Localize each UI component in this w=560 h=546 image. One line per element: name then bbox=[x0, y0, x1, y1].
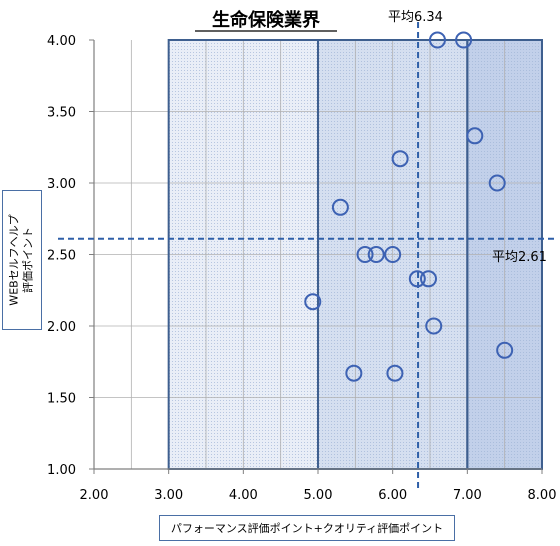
data-point bbox=[408, 270, 426, 288]
x-tick-label: 8.00 bbox=[528, 488, 557, 503]
x-tick-label: 7.00 bbox=[453, 488, 482, 503]
chart-title: 生命保険業界 bbox=[212, 9, 320, 31]
data-point bbox=[391, 150, 409, 168]
data-point bbox=[304, 293, 322, 311]
data-point bbox=[386, 364, 404, 382]
data-point bbox=[428, 31, 446, 49]
data-point bbox=[420, 270, 438, 288]
y-axis-label-line-2: 評価ポイント bbox=[22, 227, 35, 293]
y-tick-label: 3.50 bbox=[47, 106, 76, 121]
x-tick-label: 3.00 bbox=[154, 488, 183, 503]
y-tick-label: 4.00 bbox=[47, 34, 76, 49]
data-point bbox=[384, 246, 402, 263]
y-axis-label-text: WEBセルフヘルプ 評価ポイント bbox=[8, 214, 36, 305]
data-point bbox=[345, 364, 363, 382]
data-point bbox=[496, 341, 514, 359]
y-axis-label: WEBセルフヘルプ 評価ポイント bbox=[2, 190, 42, 330]
mean-y-label: 平均2.61 bbox=[492, 250, 547, 265]
data-point bbox=[488, 174, 506, 192]
x-tick-label: 6.00 bbox=[378, 488, 407, 503]
x-tick-label: 5.00 bbox=[304, 488, 333, 503]
y-tick-label: 3.00 bbox=[47, 177, 76, 192]
mean-x-label: 平均6.34 bbox=[388, 10, 443, 25]
y-tick-label: 1.00 bbox=[47, 463, 76, 478]
data-point bbox=[455, 31, 473, 49]
data-points bbox=[304, 31, 514, 382]
y-tick-label: 1.50 bbox=[47, 392, 76, 407]
mean-lines bbox=[58, 22, 558, 488]
y-tick-label: 2.00 bbox=[47, 320, 76, 335]
data-point bbox=[466, 127, 484, 145]
axes bbox=[89, 39, 543, 474]
tick-labels: 2.00 3.00 4.00 5.00 6.00 7.00 8.00 1.00 1.50 2.00… bbox=[47, 34, 556, 503]
x-axis-label: パフォーマンス評価ポイント+クオリティ評価ポイント bbox=[159, 515, 455, 541]
y-axis-label-line-1: WEBセルフヘルプ bbox=[8, 214, 21, 306]
x-tick-label: 2.00 bbox=[80, 488, 109, 503]
x-tick-label: 4.00 bbox=[229, 488, 258, 503]
data-point bbox=[425, 317, 443, 335]
data-point bbox=[356, 246, 374, 263]
data-point bbox=[367, 246, 385, 263]
y-tick-label: 2.50 bbox=[47, 249, 76, 264]
data-point bbox=[331, 198, 349, 216]
